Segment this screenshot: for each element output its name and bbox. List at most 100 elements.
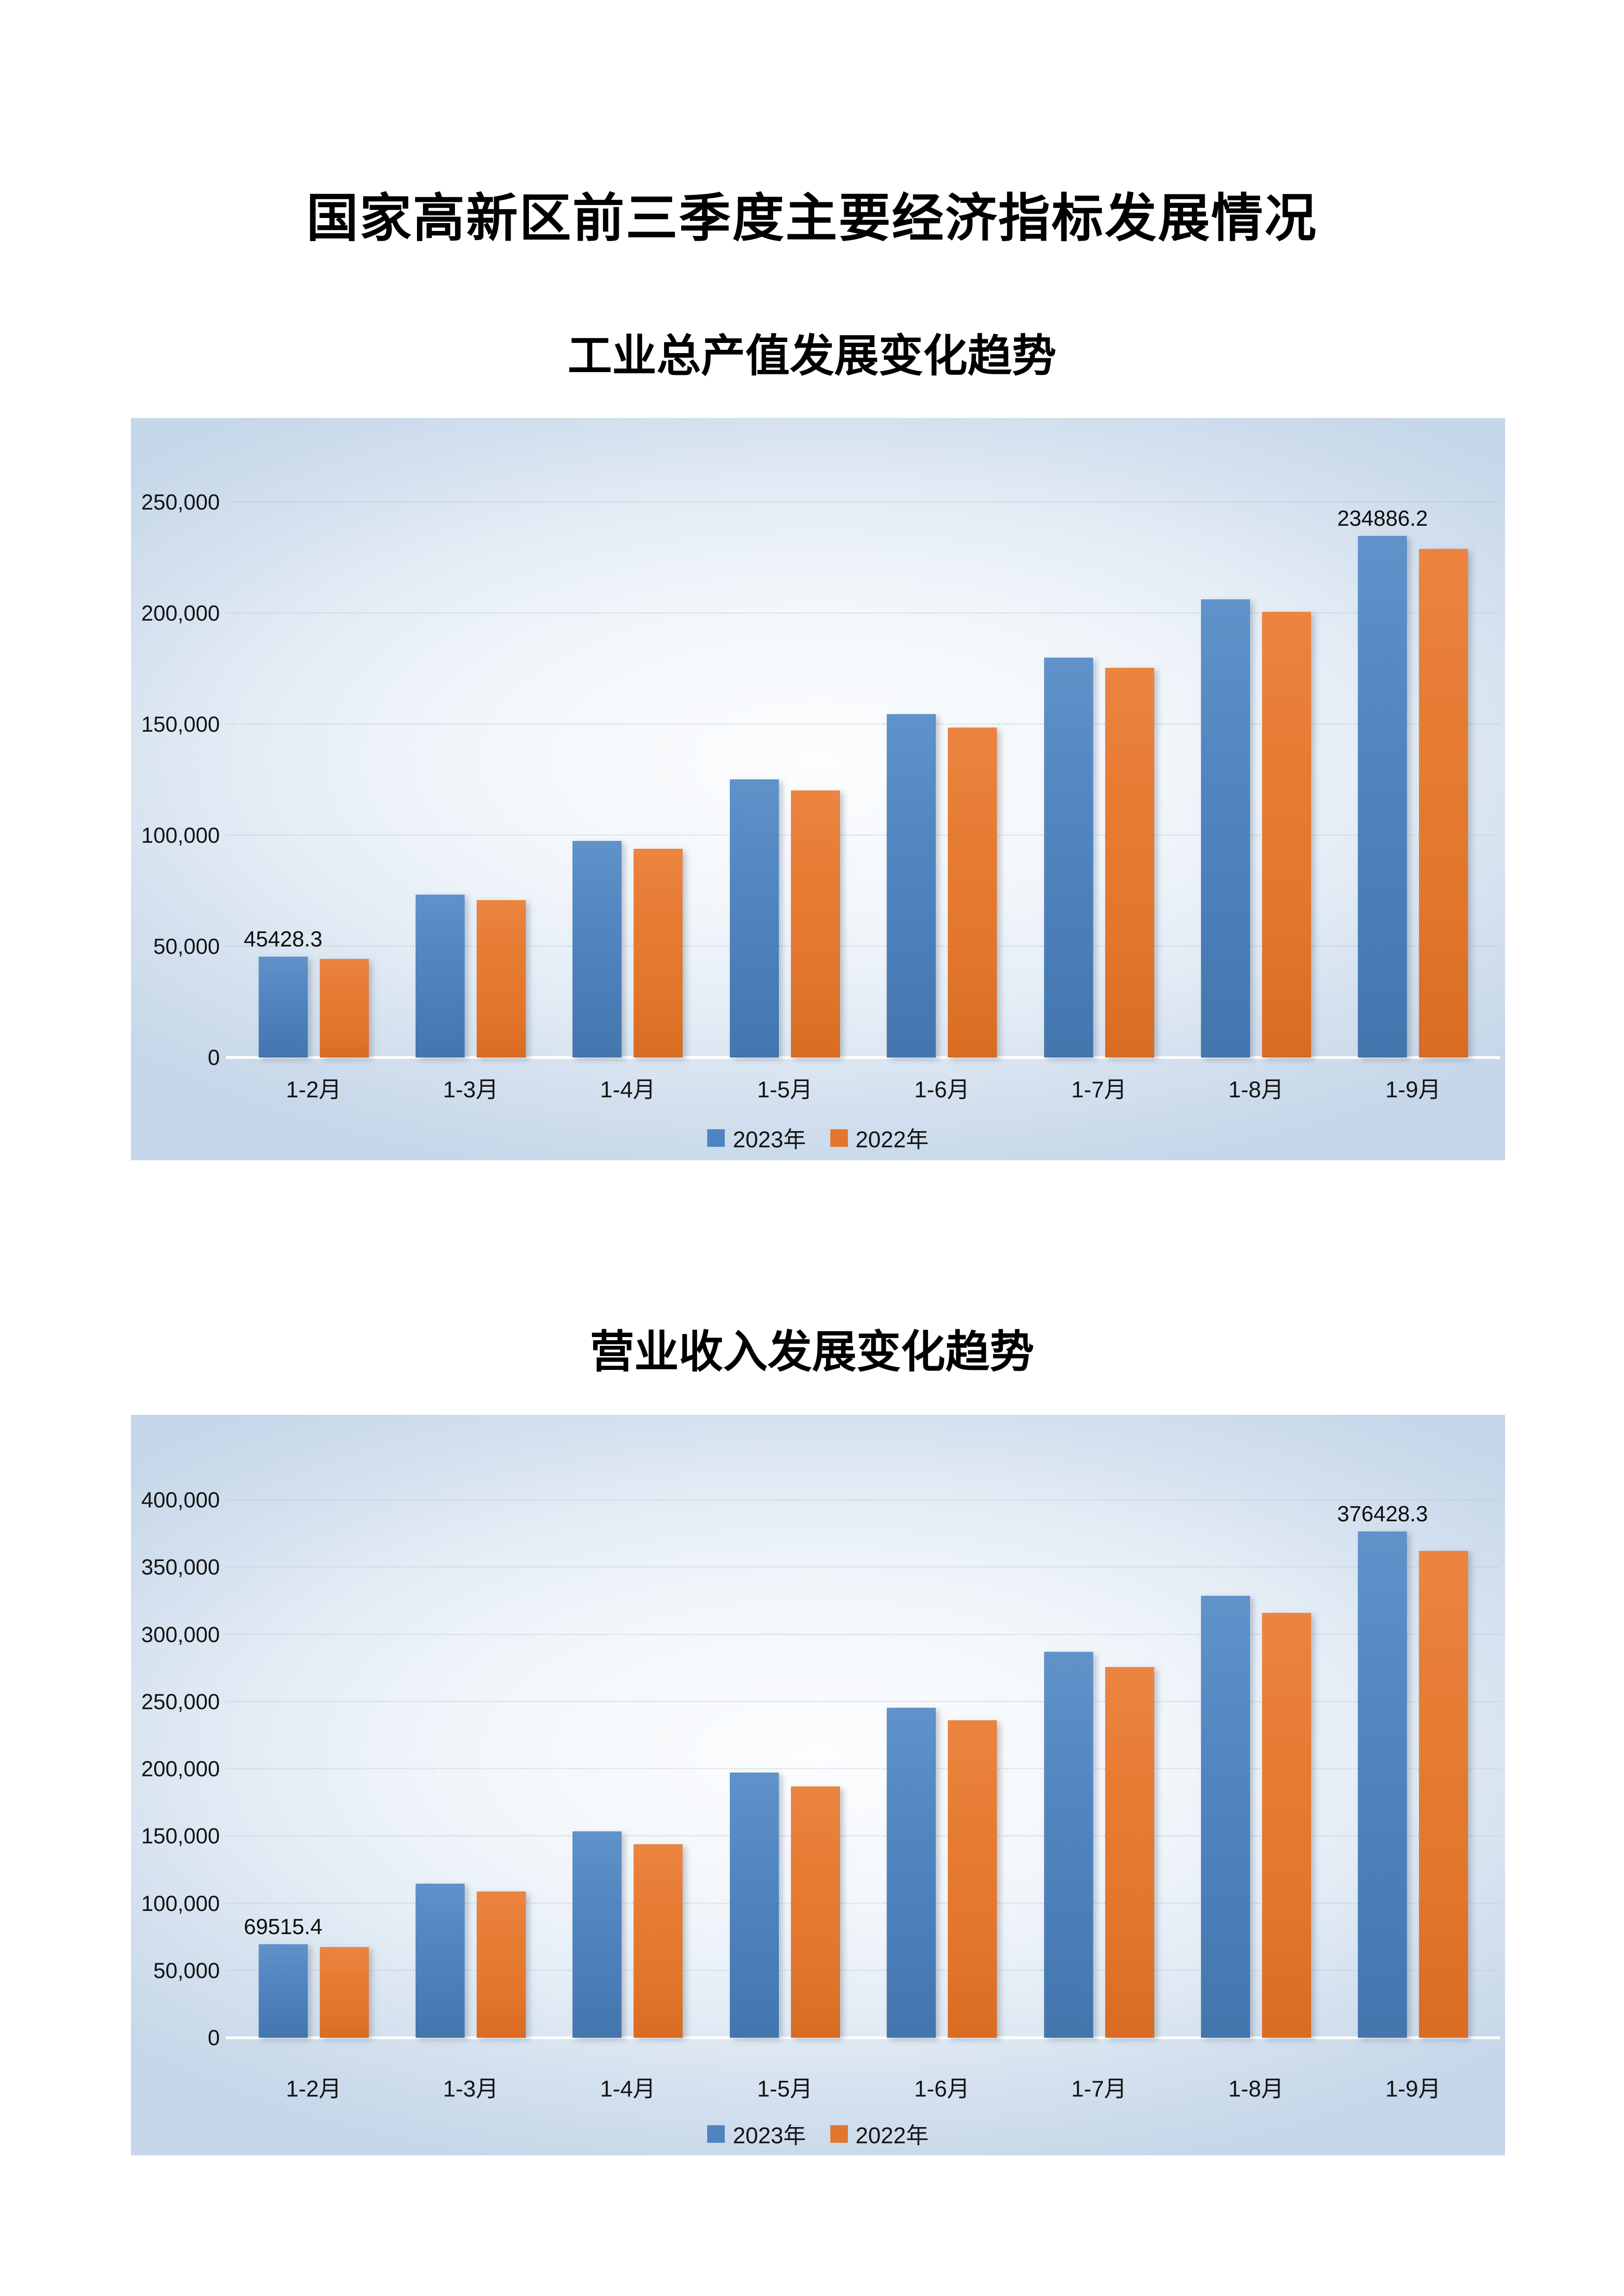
gridline bbox=[226, 946, 1500, 947]
bar-2023年-1-8月 bbox=[1201, 599, 1250, 1058]
x-axis-category-label: 1-2月 bbox=[286, 1077, 342, 1102]
y-axis-tick-label: 250,000 bbox=[141, 490, 220, 514]
legend-label: 2023年 bbox=[733, 2123, 806, 2148]
x-axis-category-label: 1-3月 bbox=[443, 1077, 498, 1102]
bar-2023年-1-5月 bbox=[729, 1773, 779, 2038]
chart2-title: 营业收入发展变化趋势 bbox=[590, 1327, 1034, 1377]
bar-data-label: 45428.3 bbox=[243, 926, 323, 951]
chart2-plot-area: 0 50,000 100,000 150,000 200,000 250,000 300,0… bbox=[131, 1415, 1505, 2155]
bar-2023年-1-3月 bbox=[416, 1884, 465, 2038]
x-axis-category-label: 1-7月 bbox=[1071, 1077, 1127, 1102]
x-axis-category-label: 1-8月 bbox=[1228, 1077, 1284, 1102]
gridline bbox=[226, 1835, 1500, 1837]
y-axis-tick-label: 50,000 bbox=[153, 1958, 220, 1983]
bar-2022年-1-3月 bbox=[477, 900, 526, 1058]
gridline bbox=[226, 1566, 1500, 1568]
legend-label: 2022年 bbox=[855, 2123, 929, 2148]
legend-chip-2022年 bbox=[830, 1129, 848, 1147]
bar-2022年-1-7月 bbox=[1105, 1667, 1154, 2038]
x-axis-category-label: 1-2月 bbox=[286, 2077, 342, 2102]
gridline bbox=[226, 1969, 1500, 1971]
bar-2023年-1-2月 bbox=[258, 956, 308, 1058]
bar-2022年-1-8月 bbox=[1262, 1613, 1311, 2038]
legend-item-2022年: 2022年 bbox=[830, 1121, 929, 1154]
gridline bbox=[226, 501, 1500, 503]
legend-chip-2023年 bbox=[707, 1129, 725, 1147]
y-axis-tick-label: 400,000 bbox=[141, 1487, 220, 1512]
bar-2023年-1-3月 bbox=[416, 894, 465, 1058]
y-axis-tick-label: 0 bbox=[207, 1045, 220, 1070]
legend-item-2023年: 2023年 bbox=[707, 1121, 806, 1154]
y-axis-tick-label: 150,000 bbox=[141, 712, 220, 736]
bar-2023年-1-4月 bbox=[572, 840, 622, 1058]
gridline bbox=[226, 723, 1500, 725]
bar-2023年-1-9月 bbox=[1358, 535, 1407, 1058]
x-axis-category-label: 1-4月 bbox=[600, 2077, 656, 2102]
bar-2023年-1-5月 bbox=[729, 779, 779, 1058]
bar-2022年-1-5月 bbox=[790, 1786, 840, 2038]
bar-2023年-1-7月 bbox=[1044, 657, 1093, 1058]
x-axis-category-label: 1-3月 bbox=[443, 2077, 498, 2102]
bar-2022年-1-7月 bbox=[1105, 668, 1154, 1058]
y-axis-tick-label: 250,000 bbox=[141, 1689, 220, 1714]
x-axis-category-label: 1-4月 bbox=[600, 1077, 656, 1102]
y-axis-tick-label: 0 bbox=[207, 2025, 220, 2050]
y-axis-tick-label: 100,000 bbox=[141, 823, 220, 847]
y-axis-tick-label: 50,000 bbox=[153, 934, 220, 958]
bar-data-label: 234886.2 bbox=[1337, 505, 1428, 530]
chart1-title: 工业总产值发展变化趋势 bbox=[567, 331, 1057, 381]
y-axis-tick-label: 200,000 bbox=[141, 601, 220, 625]
bar-data-label: 376428.3 bbox=[1337, 1501, 1428, 1526]
chart-legend: 2023年 2022年 bbox=[131, 2117, 1505, 2150]
legend-item-2023年: 2023年 bbox=[707, 2117, 806, 2150]
bar-2023年-1-2月 bbox=[258, 1944, 308, 2038]
gridline bbox=[226, 1768, 1500, 1769]
bar-2023年-1-4月 bbox=[572, 1831, 622, 2038]
bar-2022年-1-9月 bbox=[1419, 1551, 1468, 2038]
gridline bbox=[226, 834, 1500, 836]
gridline bbox=[226, 1633, 1500, 1635]
x-axis-category-label: 1-9月 bbox=[1385, 1077, 1441, 1102]
bar-2023年-1-6月 bbox=[887, 714, 936, 1058]
y-axis-tick-label: 300,000 bbox=[141, 1622, 220, 1647]
x-axis-category-label: 1-9月 bbox=[1385, 2077, 1441, 2102]
bar-2022年-1-4月 bbox=[634, 849, 683, 1058]
y-axis-tick-label: 200,000 bbox=[141, 1756, 220, 1781]
bar-2022年-1-6月 bbox=[948, 727, 997, 1058]
bar-2022年-1-6月 bbox=[948, 1720, 997, 2038]
page-title: 国家高新区前三季度主要经济指标发展情况 bbox=[306, 188, 1318, 249]
x-axis-category-label: 1-6月 bbox=[914, 1077, 970, 1102]
bar-2022年-1-9月 bbox=[1419, 549, 1468, 1058]
bar-2023年-1-8月 bbox=[1201, 1596, 1250, 2038]
x-axis-baseline bbox=[226, 2036, 1500, 2039]
bar-2023年-1-7月 bbox=[1044, 1651, 1093, 2038]
gridline bbox=[226, 612, 1500, 614]
x-axis-category-label: 1-5月 bbox=[757, 1077, 813, 1102]
bar-2022年-1-4月 bbox=[634, 1844, 683, 2038]
legend-label: 2023年 bbox=[733, 1127, 806, 1152]
x-axis-category-label: 1-6月 bbox=[914, 2077, 970, 2102]
y-axis-tick-label: 350,000 bbox=[141, 1555, 220, 1580]
legend-chip-2023年 bbox=[707, 2125, 725, 2143]
bar-2022年-1-2月 bbox=[319, 1947, 369, 2038]
chart-legend: 2023年 2022年 bbox=[131, 1121, 1505, 1154]
y-axis-tick-label: 150,000 bbox=[141, 1823, 220, 1848]
legend-chip-2022年 bbox=[830, 2125, 848, 2143]
chart1-plot-area: 0 50,000 100,000 150,000 200,000 250,000 1-2月 1… bbox=[131, 418, 1505, 1160]
bar-2022年-1-5月 bbox=[790, 790, 840, 1058]
bar-2022年-1-8月 bbox=[1262, 611, 1311, 1058]
x-axis-baseline bbox=[226, 1056, 1500, 1059]
y-axis-tick-label: 100,000 bbox=[141, 1891, 220, 1916]
gridline bbox=[226, 1902, 1500, 1904]
bar-2023年-1-9月 bbox=[1358, 1531, 1407, 2038]
bar-2022年-1-3月 bbox=[477, 1891, 526, 2038]
x-axis-category-label: 1-7月 bbox=[1071, 2077, 1127, 2102]
legend-label: 2022年 bbox=[855, 1127, 929, 1152]
bar-2022年-1-2月 bbox=[319, 959, 369, 1058]
legend-item-2022年: 2022年 bbox=[830, 2117, 929, 2150]
bar-2023年-1-6月 bbox=[887, 1707, 936, 2038]
gridline bbox=[226, 1499, 1500, 1500]
bar-data-label: 69515.4 bbox=[243, 1914, 323, 1939]
x-axis-category-label: 1-5月 bbox=[757, 2077, 813, 2102]
